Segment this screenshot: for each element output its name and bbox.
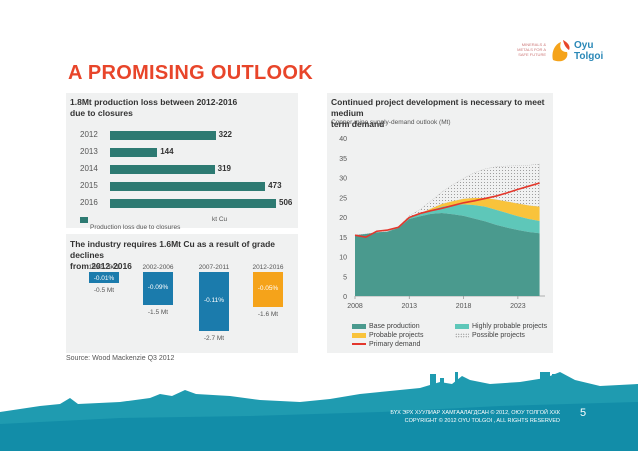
area-y-tick: 15 — [339, 235, 347, 242]
footer-copyright: БҮХ ЭРХ ХУУЛИАР ХАМГААЛАГДСАН © 2012, ОЮ… — [390, 410, 560, 424]
grade-decline-bar — [89, 272, 119, 283]
closures-bar-chart: 2012 322 2013 144 2014 319 2015 473 2016 506 — [66, 125, 298, 223]
grade-decline-period-label: 1997-2001 — [88, 264, 120, 271]
page-title: A PROMISING OUTLOOK — [68, 62, 313, 84]
legend-primary-demand: Primary demand — [352, 341, 420, 348]
grade-decline-pct-label: -0.05% — [257, 284, 279, 292]
area-possible-projects — [354, 163, 540, 236]
legend-base-production: Base production — [352, 323, 420, 330]
grade-decline-pct-label: -0.09% — [147, 283, 169, 291]
oyu-tolgoi-logo: MINERALS & METALS FOR A SAFE FUTURE Oyu … — [508, 36, 620, 72]
footer-structures-icon — [430, 372, 556, 388]
grade-decline-panel-title: The industry requires 1.6Mt Cu as a resu… — [70, 239, 275, 271]
grade-decline-period-label: 2007-2011 — [198, 264, 230, 271]
closures-bar — [110, 148, 158, 157]
area-x-tick: 2023 — [510, 303, 526, 310]
area-y-tick: 20 — [339, 215, 347, 222]
source-note: Source: Wood Mackenzie Q3 2012 — [66, 355, 175, 362]
legend-swatch-base — [352, 323, 366, 329]
grade-decline-bar — [253, 272, 283, 308]
area-y-tick: 5 — [343, 274, 347, 281]
grade-decline-mt-label: -1.6 Mt — [257, 311, 279, 319]
closures-legend-swatch — [80, 217, 88, 223]
supply-demand-area-chart: 0 5 10 15 20 25 30 35 40 2008 2013 2018 2023 — [339, 136, 545, 310]
area-base-production — [355, 213, 540, 296]
grade-decline-mt-label: -1.5 Mt — [147, 309, 169, 316]
grade-decline-bar-chart: 1997-2001 -0.01% -0.5 Mt 2002-2006 -0.09% -1.… — [66, 262, 298, 352]
closures-bar-label: 2012 — [80, 130, 98, 139]
closures-bar — [110, 182, 266, 191]
grade-decline-pct-label: -0.11% — [203, 296, 225, 304]
area-probable-projects — [355, 198, 540, 236]
legend-swatch-possible — [455, 332, 469, 338]
area-y-tick: 30 — [339, 176, 347, 183]
area-y-tick: 40 — [339, 136, 347, 143]
grade-decline-bar — [199, 272, 229, 332]
area-highly-probable-projects — [355, 204, 540, 236]
area-y-tick: 25 — [339, 195, 347, 202]
closures-bar-value: 319 — [217, 164, 231, 173]
closures-bar-label: 2015 — [80, 181, 98, 190]
closures-bar-value: 144 — [160, 147, 174, 156]
closures-bar — [110, 199, 276, 208]
footer-landscape — [0, 372, 638, 451]
closures-bar — [110, 131, 216, 140]
logo-tagline: MINERALS & METALS FOR A SAFE FUTURE — [517, 42, 546, 57]
closures-bar-value: 506 — [279, 198, 293, 207]
grade-decline-pct-label: -0.01% — [93, 275, 115, 282]
logo-brand: Oyu Tolgoi — [574, 40, 604, 62]
closures-bar-value: 473 — [268, 181, 282, 190]
closures-legend-label: Production loss due to closures — [90, 224, 181, 231]
area-y-tick: 0 — [343, 294, 347, 301]
area-x-tick: 2013 — [401, 303, 417, 310]
grade-decline-period-label: 2012-2016 — [252, 264, 284, 271]
closures-bar-label: 2016 — [80, 198, 98, 207]
legend-possible: Possible projects — [455, 332, 525, 339]
closures-legend: Production loss due to closures — [90, 216, 180, 234]
area-y-tick: 35 — [339, 156, 347, 163]
closures-bar-value: 322 — [218, 130, 232, 139]
supply-demand-subtitle: Copper mine supply-demand outlook (Mt) — [331, 119, 451, 126]
legend-swatch-highly — [455, 323, 469, 329]
grade-decline-mt-label: -2.7 Mt — [203, 335, 225, 343]
closures-bar-label: 2014 — [80, 164, 98, 173]
legend-probable: Probable projects — [352, 332, 423, 339]
supply-demand-panel-title: Continued project development is necessa… — [331, 97, 545, 129]
grade-decline-period-label: 2002-2006 — [142, 264, 174, 271]
closures-unit-label: kt Cu — [212, 216, 228, 223]
closures-bar-label: 2013 — [80, 147, 98, 156]
closures-panel-title: 1.8Mt production loss between 2012-2016 … — [70, 97, 238, 118]
legend-swatch-probable — [352, 332, 366, 338]
area-y-tick: 10 — [339, 255, 347, 262]
closures-bar — [110, 165, 215, 174]
page-number: 5 — [580, 407, 587, 419]
legend-swatch-demand — [352, 343, 366, 346]
grade-decline-bar — [143, 272, 173, 305]
logo-mark-icon — [552, 40, 570, 62]
grade-decline-mt-label: -0.5 Mt — [93, 287, 115, 294]
area-x-tick: 2008 — [347, 303, 363, 310]
area-primary-demand-line — [354, 182, 540, 238]
legend-highly-probable: Highly probable projects — [455, 323, 547, 330]
area-x-tick: 2018 — [456, 303, 472, 310]
